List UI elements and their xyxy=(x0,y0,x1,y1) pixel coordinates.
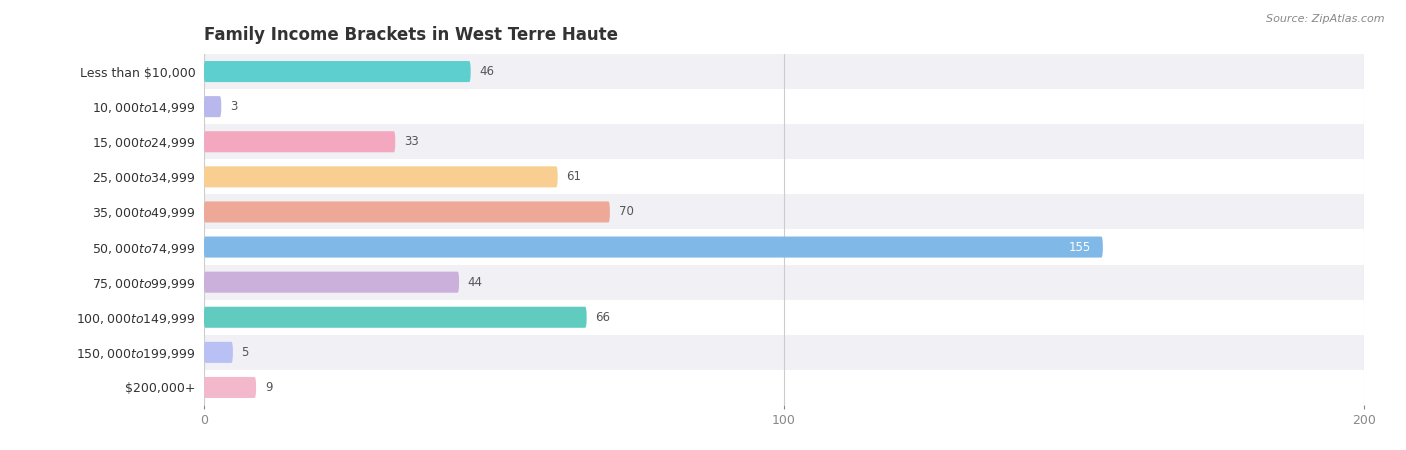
Text: 33: 33 xyxy=(404,135,419,148)
FancyBboxPatch shape xyxy=(204,237,1102,257)
Bar xyxy=(204,370,1364,405)
Bar xyxy=(204,335,1364,370)
Text: 9: 9 xyxy=(264,381,273,394)
Text: Family Income Brackets in West Terre Haute: Family Income Brackets in West Terre Hau… xyxy=(204,26,617,44)
FancyBboxPatch shape xyxy=(204,342,233,363)
Bar xyxy=(204,54,1364,89)
Text: 44: 44 xyxy=(468,276,482,288)
FancyBboxPatch shape xyxy=(204,377,256,398)
FancyBboxPatch shape xyxy=(204,202,610,222)
Text: 70: 70 xyxy=(619,206,634,218)
Bar xyxy=(204,89,1364,124)
Bar xyxy=(204,194,1364,230)
FancyBboxPatch shape xyxy=(204,307,586,328)
Text: 3: 3 xyxy=(231,100,238,113)
Text: 5: 5 xyxy=(242,346,249,359)
FancyBboxPatch shape xyxy=(204,131,395,152)
Bar xyxy=(204,124,1364,159)
Bar xyxy=(204,265,1364,300)
Bar xyxy=(204,230,1364,265)
FancyBboxPatch shape xyxy=(204,96,221,117)
Text: 46: 46 xyxy=(479,65,495,78)
Text: 66: 66 xyxy=(595,311,610,324)
Bar xyxy=(204,300,1364,335)
FancyBboxPatch shape xyxy=(204,272,458,292)
Text: Source: ZipAtlas.com: Source: ZipAtlas.com xyxy=(1267,14,1385,23)
Bar xyxy=(204,159,1364,194)
Text: 155: 155 xyxy=(1069,241,1091,253)
FancyBboxPatch shape xyxy=(204,166,558,187)
FancyBboxPatch shape xyxy=(204,61,471,82)
Text: 61: 61 xyxy=(567,171,581,183)
